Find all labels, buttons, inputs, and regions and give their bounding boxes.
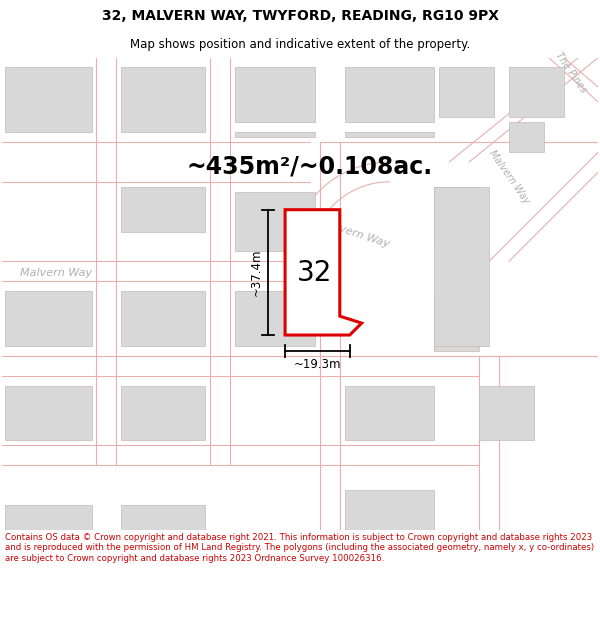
Text: Malvern Way: Malvern Way <box>319 217 391 249</box>
Text: Map shows position and indicative extent of the property.: Map shows position and indicative extent… <box>130 38 470 51</box>
Text: Malvern Way: Malvern Way <box>487 148 531 206</box>
Bar <box>121 68 205 132</box>
Bar <box>479 386 534 441</box>
Bar <box>121 187 205 232</box>
Bar <box>235 68 315 122</box>
Text: Contains OS data © Crown copyright and database right 2021. This information is : Contains OS data © Crown copyright and d… <box>5 533 594 563</box>
Bar <box>235 192 315 251</box>
Bar <box>509 68 563 117</box>
Bar <box>5 386 92 441</box>
Text: Malvern Way: Malvern Way <box>20 268 92 278</box>
Bar <box>121 291 205 346</box>
Bar <box>509 122 544 152</box>
Bar <box>345 68 434 122</box>
Bar <box>5 68 92 132</box>
Polygon shape <box>285 210 362 335</box>
Text: ~37.4m: ~37.4m <box>250 249 263 296</box>
Bar <box>434 187 479 241</box>
Bar <box>5 291 92 346</box>
Text: 32: 32 <box>297 259 332 288</box>
Text: ~435m²/~0.108ac.: ~435m²/~0.108ac. <box>187 155 433 179</box>
Text: ~19.3m: ~19.3m <box>293 358 341 371</box>
Text: 32, MALVERN WAY, TWYFORD, READING, RG10 9PX: 32, MALVERN WAY, TWYFORD, READING, RG10 … <box>101 9 499 23</box>
Bar <box>345 490 434 530</box>
Bar <box>235 132 315 137</box>
Bar <box>434 187 489 346</box>
Bar <box>121 386 205 441</box>
Bar <box>345 386 434 441</box>
Bar <box>345 132 434 137</box>
Bar <box>434 296 479 351</box>
Bar <box>439 68 494 117</box>
Bar <box>235 291 315 346</box>
Text: The Pines: The Pines <box>553 50 588 94</box>
Bar <box>5 505 92 530</box>
Bar <box>121 505 205 530</box>
